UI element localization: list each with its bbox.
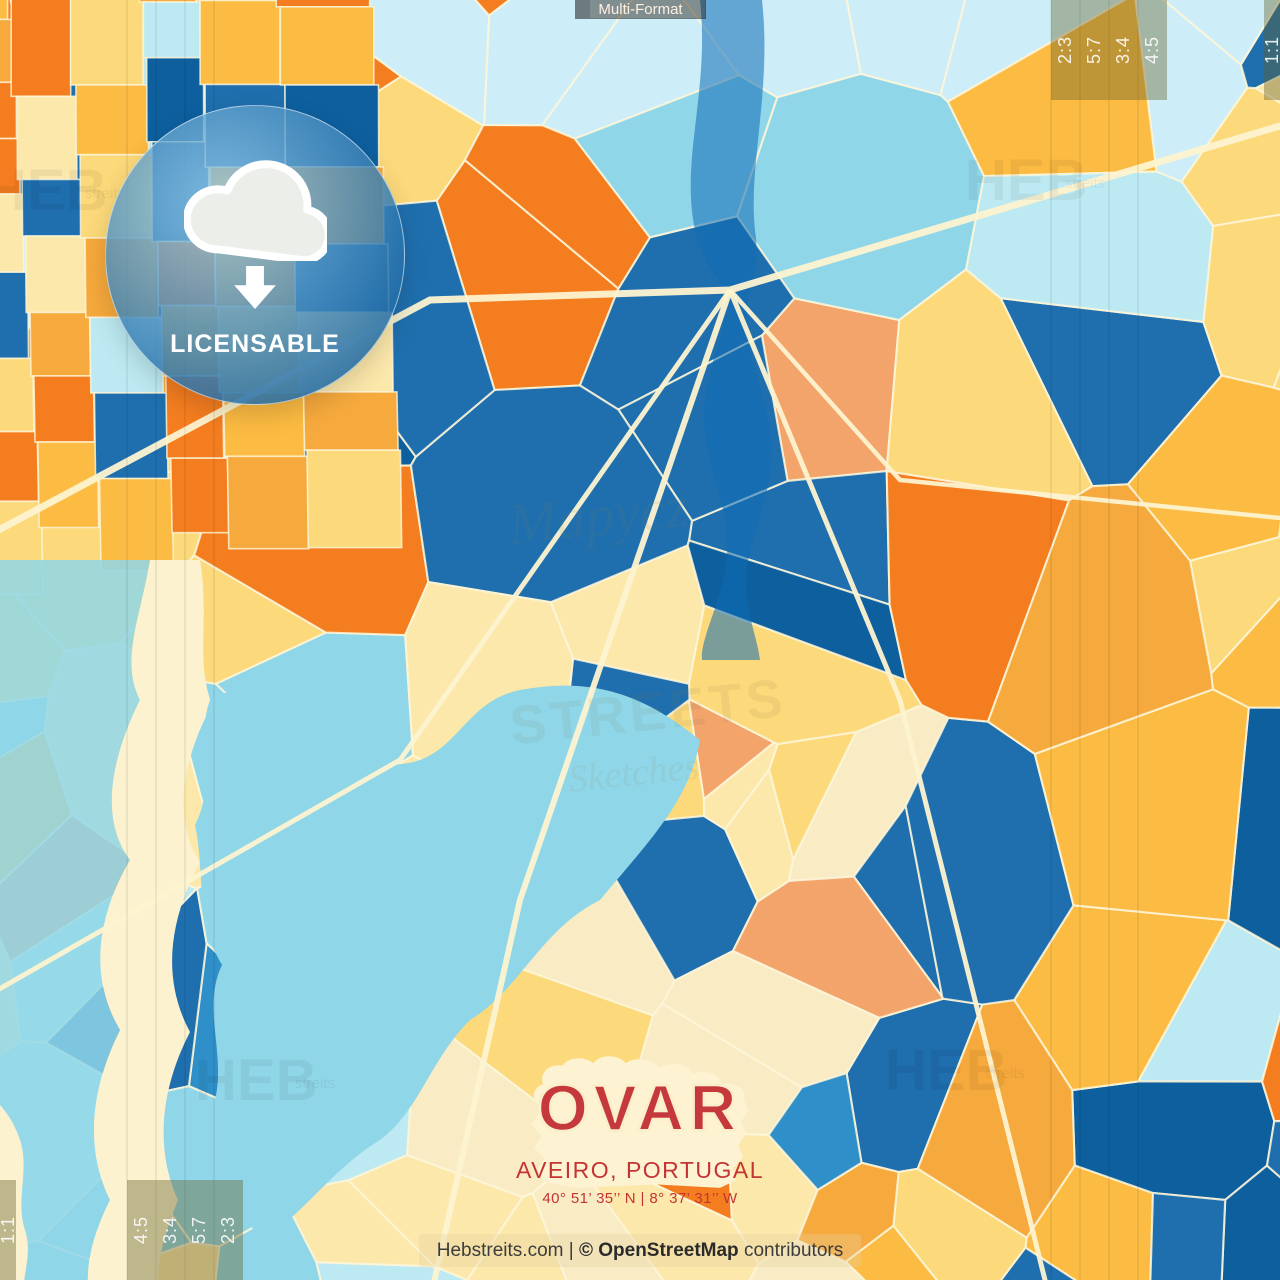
svg-text:OVAR: OVAR: [538, 1072, 742, 1144]
